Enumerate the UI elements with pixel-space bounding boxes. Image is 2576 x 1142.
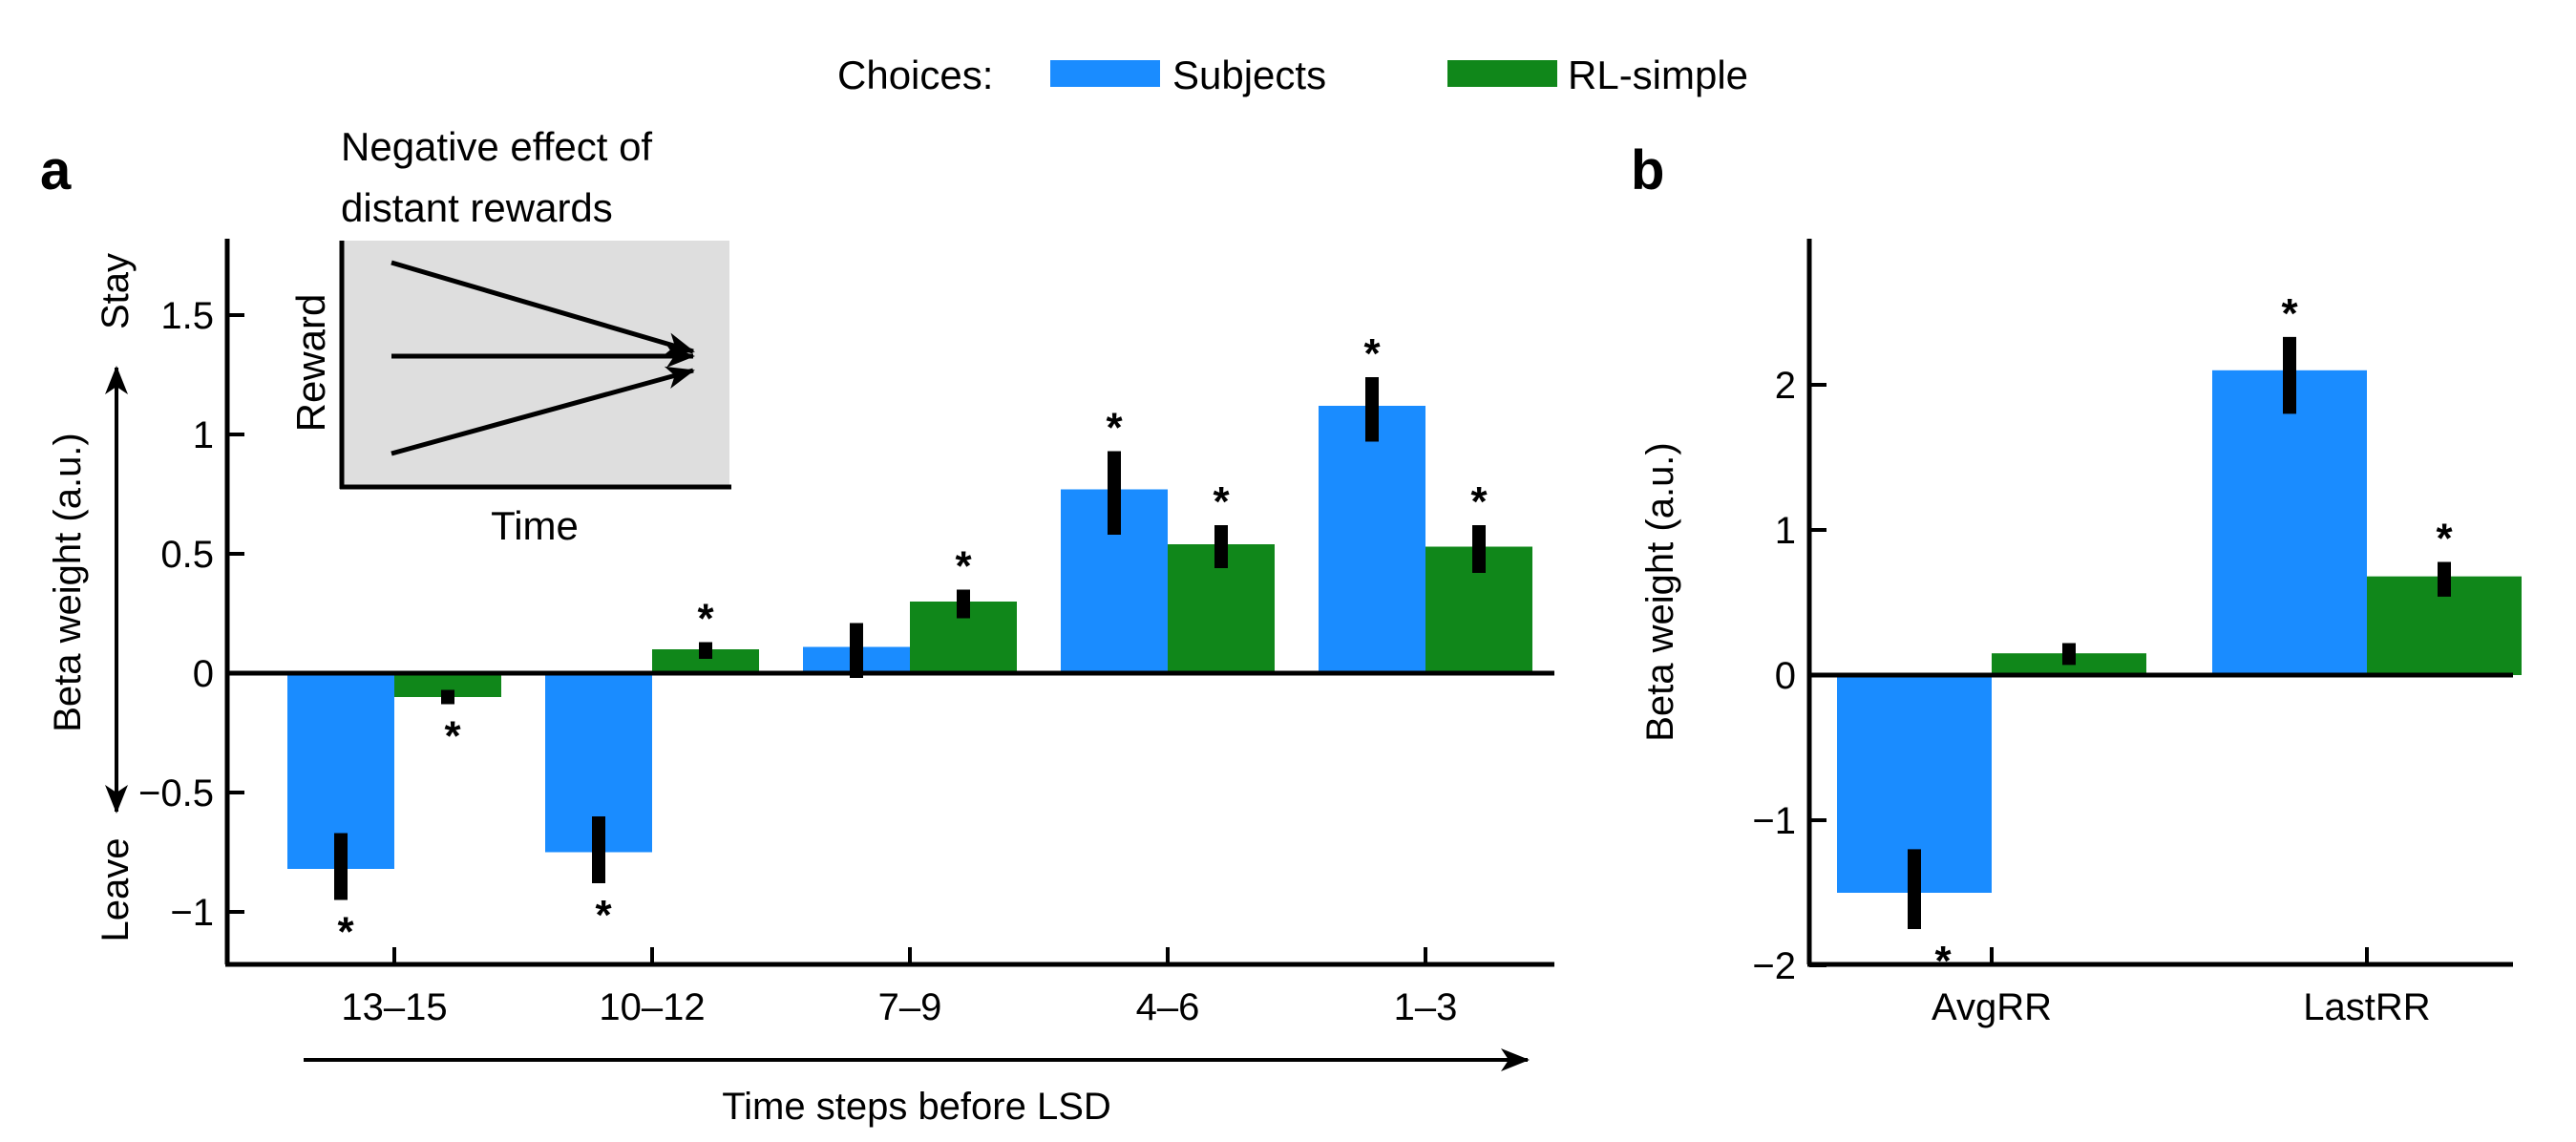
legend: Choices: Subjects RL-simple xyxy=(837,53,1748,97)
significance-star: * xyxy=(1213,478,1230,525)
y-tick-label: 0.5 xyxy=(160,534,214,576)
significance-star: * xyxy=(595,892,612,939)
chart-a: −1 −0.5 0 0.5 1 1.5 * * * * * * * * * 13–15 10–12 7–9 4–6 1… xyxy=(138,239,1554,1028)
y-tick-label: −2 xyxy=(1752,945,1796,987)
y-tick-label: −1 xyxy=(1752,800,1796,842)
stay-label: Stay xyxy=(95,253,137,329)
inset-title-line1: Negative effect of xyxy=(341,124,652,169)
x-tick-label: 7–9 xyxy=(878,986,942,1028)
inset-xlabel: Time xyxy=(491,503,579,548)
x-tick-label: LastRR xyxy=(2303,986,2430,1028)
panel-b-label: b xyxy=(1631,139,1664,201)
leave-label: Leave xyxy=(95,838,137,942)
legend-swatch-rl-simple xyxy=(1447,60,1557,87)
significance-star: * xyxy=(1934,938,1952,984)
y-tick-label: 0 xyxy=(1775,655,1796,697)
y-tick-label: −1 xyxy=(170,892,214,934)
legend-label-subjects: Subjects xyxy=(1172,53,1326,97)
x-tick-label: 1–3 xyxy=(1394,986,1458,1028)
significance-star: * xyxy=(697,596,714,643)
y-tick-label: 1 xyxy=(1775,510,1796,552)
x-tick-label: 13–15 xyxy=(341,986,447,1028)
inset-arrow-increasing xyxy=(391,366,695,456)
y-tick-label: 2 xyxy=(1775,365,1796,407)
legend-prefix: Choices: xyxy=(837,53,993,97)
inset-arrow-decreasing xyxy=(391,260,695,355)
legend-label-rl-simple: RL-simple xyxy=(1568,53,1748,97)
inset-diagram: Negative effect of distant rewards Rewar… xyxy=(288,124,731,548)
bar-subjects-5 xyxy=(1319,406,1425,673)
panel-a-ylabel: Beta weight (a.u.) xyxy=(47,433,89,732)
significance-star: * xyxy=(955,543,972,590)
significance-star: * xyxy=(2281,290,2298,337)
time-arrow-label: Time steps before LSD xyxy=(722,1086,1111,1128)
panel-a: a Beta weight (a.u.) Stay Leave −1 −0.5 0 0… xyxy=(40,124,1554,1128)
y-tick-label: −0.5 xyxy=(138,772,214,814)
significance-star: * xyxy=(1106,405,1123,452)
y-tick-label: 0 xyxy=(193,653,214,695)
inset-background xyxy=(342,241,729,487)
legend-swatch-subjects xyxy=(1050,60,1160,87)
y-tick-label: 1 xyxy=(193,414,214,456)
significance-star: * xyxy=(1470,478,1488,525)
x-tick-label: 10–12 xyxy=(599,986,705,1028)
panel-b-ylabel: Beta weight (a.u.) xyxy=(1639,442,1681,742)
inset-title-line2: distant rewards xyxy=(341,185,613,230)
x-tick-label: 4–6 xyxy=(1136,986,1200,1028)
significance-star: * xyxy=(1363,330,1381,377)
significance-star: * xyxy=(444,713,461,760)
significance-star: * xyxy=(337,909,354,956)
inset-ylabel: Reward xyxy=(288,294,333,433)
significance-star: * xyxy=(2436,515,2453,561)
x-tick-label: AvgRR xyxy=(1932,986,2052,1028)
bar-subjects-2 xyxy=(2212,370,2367,675)
y-tick-label: 1.5 xyxy=(160,295,214,337)
panel-a-label: a xyxy=(40,139,72,201)
